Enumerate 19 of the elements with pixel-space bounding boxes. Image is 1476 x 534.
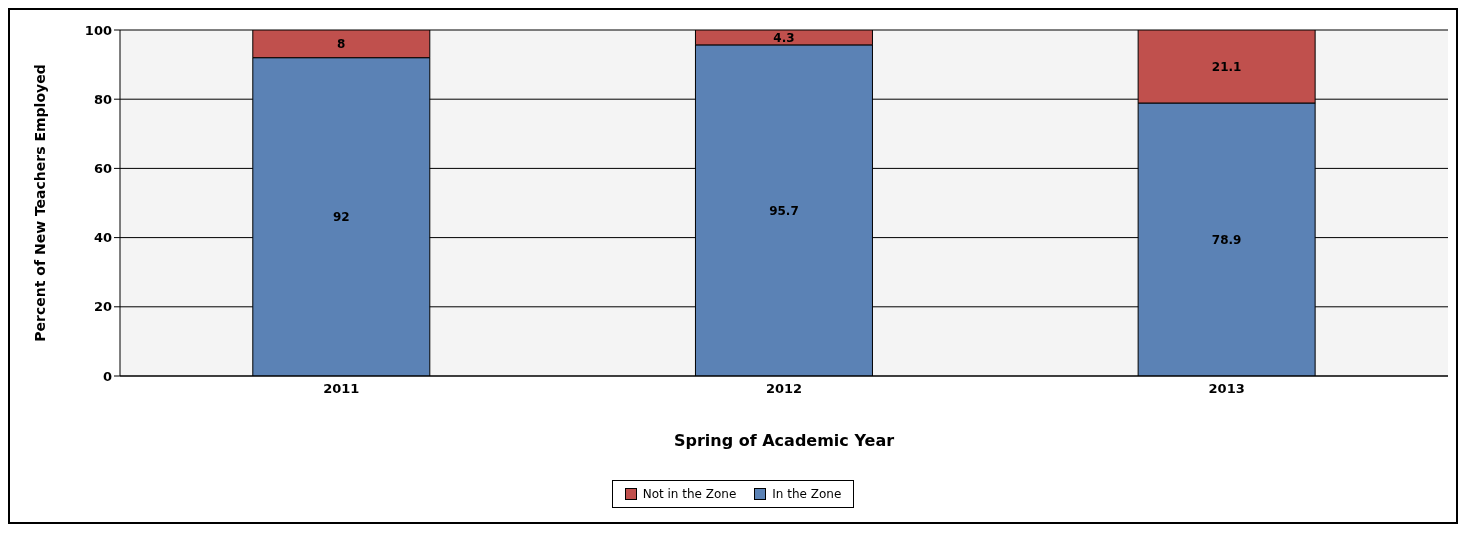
data-label: 21.1 [1211, 59, 1242, 74]
legend-label: Not in the Zone [642, 487, 737, 501]
y-tick-label: 100 [84, 22, 112, 38]
x-tick-label: 2012 [765, 381, 803, 397]
y-tick-label: 80 [93, 91, 112, 107]
legend-label: In the Zone [772, 487, 842, 501]
data-label: 95.7 [769, 203, 799, 218]
y-axis-title: Percent of New Teachers Employed [31, 64, 48, 342]
data-label: 78.9 [1211, 232, 1242, 247]
y-tick-label: 20 [93, 299, 112, 315]
y-tick-label: 0 [102, 368, 112, 384]
data-label: 4.3 [773, 30, 795, 45]
data-label: 92 [332, 210, 350, 225]
y-tick-label: 40 [93, 230, 112, 246]
x-axis-title: Spring of Academic Year [673, 431, 895, 450]
y-tick-label: 60 [93, 161, 112, 177]
x-tick-label: 2011 [323, 381, 360, 397]
x-tick-label: 2013 [1208, 381, 1245, 397]
data-label: 8 [337, 37, 346, 52]
